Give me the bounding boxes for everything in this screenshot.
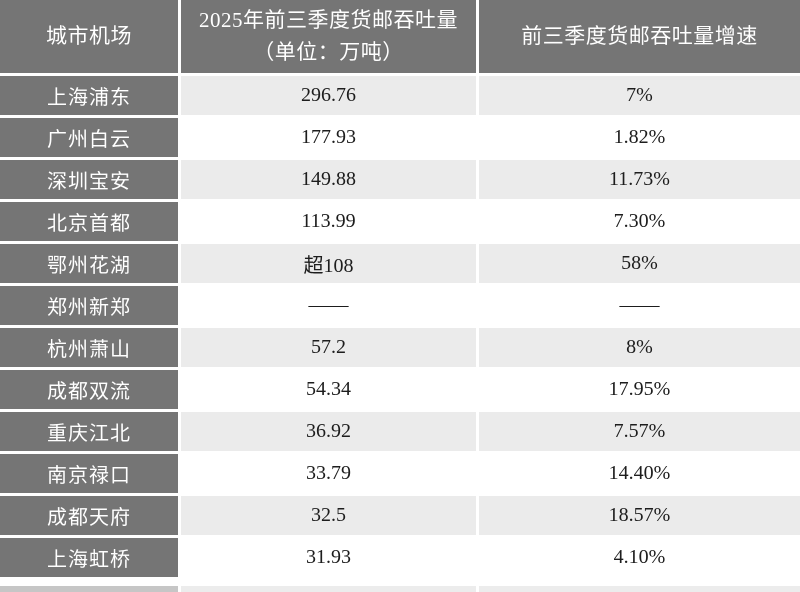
table-row: 鄂州花湖 超108 58% bbox=[0, 244, 800, 283]
cell-throughput: 54.34 bbox=[181, 370, 476, 409]
header-throughput-line1: 2025年前三季度货邮吞吐量 bbox=[199, 8, 458, 32]
cell-airport: 成都天府 bbox=[0, 496, 178, 535]
cell-airport: 北京首都 bbox=[0, 202, 178, 241]
cell-airport: 南京禄口 bbox=[0, 454, 178, 493]
header-cell-growth: 前三季度货邮吞吐量增速 bbox=[479, 0, 800, 73]
cell-airport: 上海浦东 bbox=[0, 76, 178, 115]
header-throughput-line2: （单位：万吨） bbox=[253, 39, 404, 64]
table-row: 重庆江北 36.92 7.57% bbox=[0, 412, 800, 451]
table-row: 深圳宝安 149.88 11.73% bbox=[0, 160, 800, 199]
cell-airport: 杭州萧山 bbox=[0, 328, 178, 367]
header-cell-throughput: 2025年前三季度货邮吞吐量 （单位：万吨） bbox=[181, 0, 476, 73]
cell-airport: 深圳宝安 bbox=[0, 160, 178, 199]
cell-growth: 7.30% bbox=[479, 202, 800, 241]
table-row: 上海虹桥 31.93 4.10% bbox=[0, 538, 800, 577]
cell-airport: 郑州新郑 bbox=[0, 286, 178, 325]
cell-throughput: 超108 bbox=[181, 244, 476, 283]
cell-growth: 18.57% bbox=[479, 496, 800, 535]
cell-airport: 重庆江北 bbox=[0, 412, 178, 451]
table-row: 南京禄口 33.79 14.40% bbox=[0, 454, 800, 493]
table-row: 广州白云 177.93 1.82% bbox=[0, 118, 800, 157]
table-row: 成都双流 54.34 17.95% bbox=[0, 370, 800, 409]
cell-throughput: —— bbox=[181, 286, 476, 325]
table-row: 杭州萧山 57.2 8% bbox=[0, 328, 800, 367]
cell-growth: 58% bbox=[479, 244, 800, 283]
strip-left-cell bbox=[0, 586, 178, 592]
cell-growth: 8% bbox=[479, 328, 800, 367]
cell-throughput: 31.93 bbox=[181, 538, 476, 577]
cell-growth: —— bbox=[479, 286, 800, 325]
table-row: 上海浦东 296.76 7% bbox=[0, 76, 800, 115]
table-row: 成都天府 32.5 18.57% bbox=[0, 496, 800, 535]
cell-throughput: 149.88 bbox=[181, 160, 476, 199]
cell-throughput: 113.99 bbox=[181, 202, 476, 241]
cell-growth: 11.73% bbox=[479, 160, 800, 199]
cell-growth: 1.82% bbox=[479, 118, 800, 157]
table-header-row: 城市机场 2025年前三季度货邮吞吐量 （单位：万吨） 前三季度货邮吞吐量增速 bbox=[0, 0, 800, 73]
table-row: 北京首都 113.99 7.30% bbox=[0, 202, 800, 241]
cell-airport: 鄂州花湖 bbox=[0, 244, 178, 283]
bottom-cutoff-row-strip bbox=[0, 586, 800, 592]
cell-growth: 17.95% bbox=[479, 370, 800, 409]
cell-throughput: 296.76 bbox=[181, 76, 476, 115]
cell-growth: 14.40% bbox=[479, 454, 800, 493]
cell-throughput: 57.2 bbox=[181, 328, 476, 367]
strip-middle-cell bbox=[181, 586, 476, 592]
cell-airport: 上海虹桥 bbox=[0, 538, 178, 577]
cell-growth: 7.57% bbox=[479, 412, 800, 451]
cell-growth: 4.10% bbox=[479, 538, 800, 577]
cell-throughput: 33.79 bbox=[181, 454, 476, 493]
cell-throughput: 36.92 bbox=[181, 412, 476, 451]
cell-growth: 7% bbox=[479, 76, 800, 115]
header-airport-label: 城市机场 bbox=[46, 23, 132, 48]
cell-airport: 成都双流 bbox=[0, 370, 178, 409]
cell-throughput: 177.93 bbox=[181, 118, 476, 157]
header-growth-label: 前三季度货邮吞吐量增速 bbox=[521, 23, 758, 48]
table-row: 郑州新郑 —— —— bbox=[0, 286, 800, 325]
strip-right-cell bbox=[479, 586, 800, 592]
cell-airport: 广州白云 bbox=[0, 118, 178, 157]
table-body: 上海浦东 296.76 7% 广州白云 177.93 1.82% 深圳宝安 14… bbox=[0, 76, 800, 580]
header-cell-airport: 城市机场 bbox=[0, 0, 178, 73]
cell-throughput: 32.5 bbox=[181, 496, 476, 535]
